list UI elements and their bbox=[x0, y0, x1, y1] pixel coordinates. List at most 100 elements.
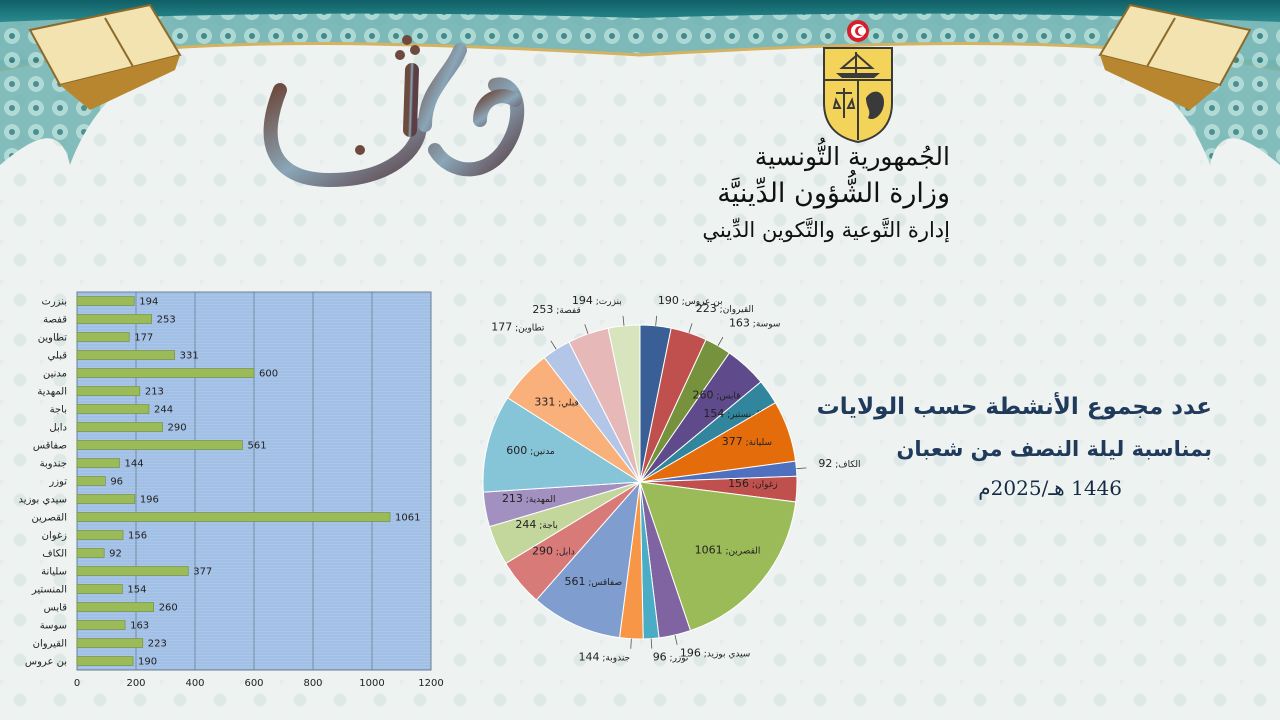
pie-slice-name: سيدي بوزيد; bbox=[701, 650, 751, 660]
pie-slice-label: قبلي; 331 bbox=[534, 396, 578, 409]
x-tick-label: 800 bbox=[303, 678, 322, 689]
category-label: دابل bbox=[49, 423, 67, 434]
pie-slice-name: المنستير; bbox=[724, 410, 761, 420]
quran-book-left-icon bbox=[28, 3, 182, 110]
pie-slice-label: بنزرت; 194 bbox=[572, 294, 622, 307]
bar-value-label: 1061 bbox=[395, 513, 420, 524]
category-label: بن عروس bbox=[25, 657, 67, 668]
pie-slice-value: 223 bbox=[696, 302, 717, 315]
bar bbox=[76, 368, 255, 378]
pie-slice-name: بن عروس; bbox=[679, 297, 723, 307]
slide-date: 1446 هـ/2025م bbox=[978, 476, 1122, 500]
pie-slice-name: بنزرت; bbox=[593, 297, 622, 307]
pie-slice-value: 244 bbox=[515, 518, 536, 531]
pie-leader-line bbox=[550, 340, 557, 350]
x-tick-label: 600 bbox=[244, 678, 263, 689]
bar bbox=[76, 296, 135, 306]
pie-slice-label: المهدية; 213 bbox=[502, 492, 556, 505]
x-tick-label: 1200 bbox=[418, 678, 443, 689]
republic-name: الجُمهورية التُّونسية bbox=[754, 142, 950, 171]
pie-slice-label: سوسة; 163 bbox=[729, 317, 780, 330]
category-label: مدنين bbox=[43, 369, 67, 380]
pie-slice-name: باجة; bbox=[536, 521, 558, 531]
bar-value-label: 253 bbox=[157, 315, 176, 326]
category-label: القيروان bbox=[33, 639, 67, 650]
pie-slice-value: 177 bbox=[491, 321, 512, 334]
pie-slice-value: 290 bbox=[532, 545, 553, 558]
bar bbox=[76, 350, 175, 360]
pie-slice-label: زغوان; 156 bbox=[728, 477, 778, 490]
pie-slice-name: توزر; bbox=[667, 654, 689, 664]
pie-slice-label: القصرين; 1061 bbox=[695, 544, 761, 557]
pie-leader-line bbox=[655, 315, 658, 326]
bar-value-label: 156 bbox=[128, 531, 147, 542]
pie-slice-label: القيروان; 223 bbox=[696, 302, 754, 315]
bar bbox=[76, 494, 136, 504]
bar bbox=[76, 620, 126, 630]
category-label: بنزرت bbox=[41, 297, 67, 308]
pie-slice-label: صفاقس; 561 bbox=[564, 575, 622, 588]
bar-value-label: 154 bbox=[127, 585, 146, 596]
category-label: سليانة bbox=[41, 567, 67, 578]
pie-leader-line bbox=[650, 638, 653, 649]
pie-slice-value: 1061 bbox=[695, 544, 723, 557]
pie-slice-label: قابس; 260 bbox=[692, 389, 740, 402]
bar-value-label: 194 bbox=[139, 297, 158, 308]
pie-slice-name: قبلي; bbox=[555, 399, 578, 409]
bar bbox=[76, 566, 189, 576]
pie-slice-label: باجة; 244 bbox=[515, 518, 558, 531]
category-label: توزر bbox=[48, 477, 67, 488]
pie-slice-name: سليانة; bbox=[743, 438, 772, 448]
category-label: المهدية bbox=[37, 387, 67, 398]
bar-value-label: 600 bbox=[259, 369, 278, 380]
department-name: إدارة التَّوعية والتَّكوين الدِّيني bbox=[702, 218, 950, 242]
pie-slice-label: سيدي بوزيد; 196 bbox=[680, 647, 751, 660]
pie-leader-line bbox=[674, 634, 678, 645]
pie-slice bbox=[639, 481, 797, 632]
pie-slice-value: 144 bbox=[579, 651, 600, 664]
bar bbox=[76, 476, 106, 486]
category-label: القصرين bbox=[32, 513, 67, 524]
pie-slice-name: الكاف; bbox=[832, 460, 860, 470]
bar-value-label: 177 bbox=[134, 333, 153, 344]
pie-slice-name: قفصة; bbox=[553, 306, 580, 316]
pie-slice-label: دابل; 290 bbox=[532, 545, 575, 558]
pie-slice-value: 163 bbox=[729, 317, 750, 330]
pie-slice-name: القيروان; bbox=[717, 305, 754, 315]
category-label: قابس bbox=[44, 603, 68, 614]
bar bbox=[76, 584, 123, 594]
pie-leader-line bbox=[622, 315, 625, 326]
x-tick-label: 200 bbox=[126, 678, 145, 689]
bar-value-label: 196 bbox=[140, 495, 159, 506]
pie-slice-label: تطاوين; 177 bbox=[491, 321, 545, 334]
pie-slice-name: القصرين; bbox=[723, 547, 761, 557]
category-label: الكاف bbox=[42, 549, 67, 560]
calligraphy-logo bbox=[263, 35, 525, 188]
bar bbox=[76, 548, 105, 558]
bar bbox=[76, 386, 141, 396]
pie-slice bbox=[535, 480, 641, 639]
bar-value-label: 92 bbox=[109, 549, 122, 560]
pie-slice-value: 156 bbox=[728, 477, 749, 490]
pie-slice-label: توزر; 96 bbox=[653, 651, 689, 664]
pie-leader-line bbox=[584, 324, 589, 334]
bar-value-label: 260 bbox=[159, 603, 178, 614]
pie-slice bbox=[607, 324, 641, 483]
category-label: صفاقس bbox=[33, 441, 67, 452]
bar bbox=[76, 404, 150, 414]
bar-value-label: 244 bbox=[154, 405, 173, 416]
bar bbox=[76, 512, 391, 522]
category-label: تطاوين bbox=[38, 333, 67, 344]
bar-value-label: 331 bbox=[180, 351, 199, 362]
pie-slice-label: قفصة; 253 bbox=[532, 303, 580, 316]
category-label: قفصة bbox=[43, 315, 67, 326]
pie-slice-value: 196 bbox=[680, 647, 701, 660]
pie-leader-line bbox=[630, 638, 632, 649]
pie-slice-name: مدنين; bbox=[527, 447, 555, 457]
pie-slice-label: جندوبة; 144 bbox=[579, 651, 631, 664]
pie-slice-value: 377 bbox=[722, 435, 743, 448]
pie-slice-name: جندوبة; bbox=[600, 654, 631, 664]
pie-leader-line bbox=[717, 336, 724, 346]
bar-value-label: 290 bbox=[168, 423, 187, 434]
